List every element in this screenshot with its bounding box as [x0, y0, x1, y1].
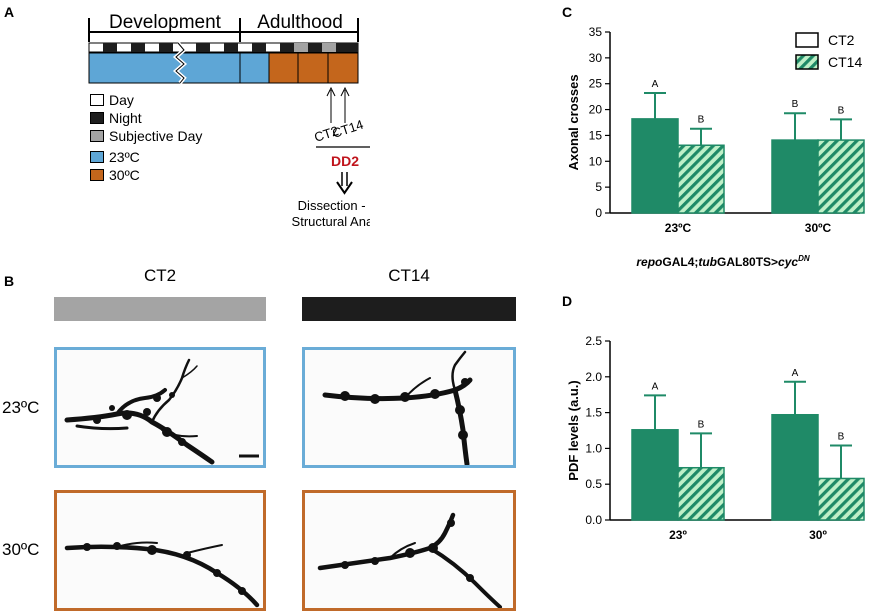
image-ct14-30c — [302, 490, 516, 611]
legend-label: Day — [109, 92, 134, 108]
image-ct2-23c — [54, 347, 266, 468]
timepoint-arrows — [326, 86, 350, 123]
significance-letter: A — [652, 381, 659, 392]
panel-b-letter: B — [4, 273, 15, 289]
legend-night: Night — [90, 110, 142, 126]
significance-letter: B — [838, 105, 845, 116]
row-label-23c: 23ºC — [2, 398, 40, 417]
legend-label: 23ºC — [109, 149, 140, 165]
caption-part: GAL4; — [662, 255, 698, 269]
significance-letter: A — [792, 368, 799, 379]
ct14-dark-bar — [302, 297, 516, 321]
timepoint-ct14-label: CT14 — [330, 117, 365, 141]
bar-ct2-1 — [771, 413, 819, 521]
y-tick-label: 35 — [589, 25, 603, 39]
y-tick-label: 0 — [595, 206, 602, 220]
temperature-strip — [88, 41, 359, 85]
y-tick-label: 0.5 — [585, 477, 602, 491]
bar-ct14-1 — [817, 139, 865, 214]
significance-letter: A — [652, 79, 659, 90]
bar-ct14-0 — [677, 466, 725, 521]
legend-swatch-ct14 — [795, 54, 819, 70]
x-tick-label: 30º — [809, 528, 827, 542]
legend-label-ct2: CT2 — [828, 32, 855, 48]
y-tick-label: 2.0 — [585, 370, 602, 384]
legend-swatch-23c — [90, 151, 104, 163]
ct2-light-bar — [54, 297, 266, 321]
significance-letter: B — [698, 419, 705, 430]
timepoint-ct2-label: CT2 — [312, 123, 340, 145]
y-tick-label: 0.0 — [585, 513, 602, 527]
y-tick-label: 2.5 — [585, 334, 602, 348]
outcome-line-1: Dissection - IHQ — [298, 198, 370, 213]
chart-axonal-crosses: 0 5 10 15 20 25 30 35 Axonal crosses A B 23ºC B B 30ºC… — [566, 25, 865, 269]
neuron-image-icon — [64, 541, 260, 608]
bar-ct2-1 — [771, 139, 819, 214]
row-label-30c: 30ºC — [2, 540, 40, 559]
legend-swatch-subjective-day — [90, 130, 104, 142]
x-tick-label: 30ºC — [805, 221, 832, 235]
image-ct14-23c — [302, 347, 516, 468]
y-tick-label: 20 — [589, 103, 603, 117]
y-tick-label: 5 — [595, 180, 602, 194]
legend-label: Subjective Day — [109, 128, 203, 144]
y-tick-label: 10 — [589, 154, 603, 168]
phase-label-development: Development — [109, 12, 222, 33]
neuron-image-icon — [317, 512, 502, 608]
legend-label-ct14: CT14 — [828, 54, 862, 70]
legend-23c: 23ºC — [90, 149, 140, 165]
timeline-diagram: Development Adulthood CT2 CT14 DD2 — [88, 12, 370, 229]
legend-swatch-night — [90, 112, 104, 124]
neuron-image-icon — [64, 358, 259, 465]
dd2-label: DD2 — [331, 153, 359, 169]
light-dark-strip — [88, 42, 359, 53]
y-tick-label: 25 — [589, 77, 603, 91]
outcome-line-2: Structural Analysis — [292, 214, 370, 229]
y-tick-label: 30 — [589, 51, 603, 65]
column-label-ct2: CT2 — [143, 266, 177, 285]
legend-30c: 30ºC — [90, 167, 140, 183]
y-axis-label: PDF levels (a.u.) — [566, 380, 581, 480]
neuron-image-icon — [322, 350, 473, 465]
x-tick-label: 23ºC — [665, 221, 692, 235]
y-axis-label: Axonal crosses — [566, 74, 581, 170]
caption-part: cyc — [778, 255, 798, 269]
bar-ct14-0 — [677, 144, 725, 214]
legend-swatch-day — [90, 94, 104, 106]
legend-day: Day — [90, 92, 134, 108]
image-ct2-30c — [54, 490, 266, 611]
bar-ct2-0 — [631, 429, 679, 521]
x-tick-label: 23º — [669, 528, 687, 542]
panel-a-letter: A — [4, 4, 15, 20]
phase-label-adulthood: Adulthood — [257, 12, 343, 33]
caption-part: repo — [636, 255, 662, 269]
y-tick-label: 1.5 — [585, 406, 602, 420]
column-label-ct14: CT14 — [388, 266, 430, 285]
significance-letter: B — [792, 99, 799, 110]
chart-pdf-levels: 0.0 0.5 1.0 1.5 2.0 2.5 PDF levels (a.u.) A B 23º… — [566, 334, 865, 542]
x-axis-caption: repoGAL4;tubGAL80TS>cycDN — [636, 254, 810, 269]
panel-d-letter: D — [562, 293, 573, 309]
y-tick-label: 15 — [589, 128, 603, 142]
caption-part: tub — [698, 255, 717, 269]
bar-ct14-1 — [817, 477, 865, 521]
legend-swatch-30c — [90, 169, 104, 181]
legend-label: 30ºC — [109, 167, 140, 183]
legend-swatch-ct2 — [795, 32, 819, 48]
legend-label: Night — [109, 110, 142, 126]
legend-subjective-day: Subjective Day — [90, 128, 203, 144]
double-down-arrow-icon — [336, 172, 353, 195]
panel-c-letter: C — [562, 4, 573, 20]
significance-letter: B — [838, 432, 845, 443]
caption-superscript: DN — [798, 254, 810, 263]
y-tick-label: 1.0 — [585, 441, 602, 455]
caption-part: GAL80TS> — [717, 255, 778, 269]
significance-letter: B — [698, 115, 705, 126]
bar-ct2-0 — [631, 118, 679, 214]
